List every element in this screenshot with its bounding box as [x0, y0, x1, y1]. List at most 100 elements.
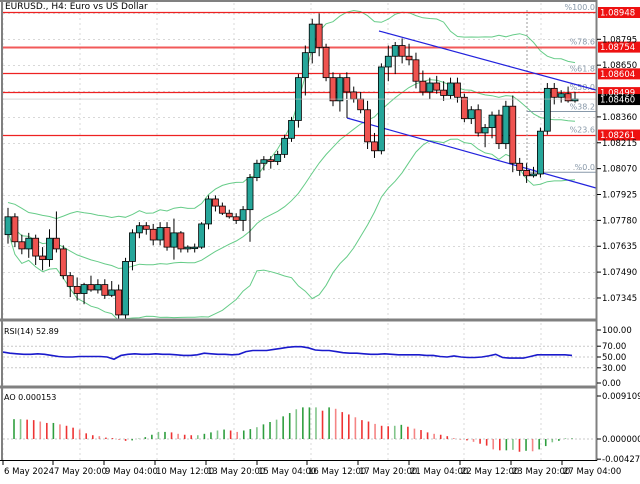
rsi-line [2, 345, 573, 361]
candle [557, 93, 565, 98]
candle [288, 120, 295, 139]
candle [115, 289, 123, 316]
time-label: 17 May 20:00 [359, 467, 417, 477]
candle [301, 52, 309, 79]
rsi-pane[interactable] [0, 318, 601, 384]
fibo-label: %78.6 [570, 38, 595, 47]
candle [212, 198, 219, 207]
candle [191, 246, 199, 250]
candle [205, 198, 212, 225]
candle [281, 137, 288, 155]
price-tag-label: 1.08604 [600, 70, 635, 80]
candle [32, 237, 40, 257]
candle [481, 127, 489, 134]
candle [94, 284, 102, 291]
time-label: 23 May 20:00 [512, 467, 570, 477]
price-tag-label: 1.08499 [600, 89, 635, 99]
candle [274, 153, 282, 162]
candle [550, 87, 558, 98]
candle [198, 223, 206, 248]
chart-title: EURUSD., H4: Euro vs US Dollar [5, 2, 148, 12]
candle [108, 289, 116, 296]
price-axis [0, 0, 640, 461]
candle [232, 216, 240, 221]
candle [267, 159, 275, 162]
candle [66, 275, 74, 287]
price-tick-label: 1.07345 [602, 294, 637, 304]
bb-lower-line [7, 138, 576, 322]
candle [371, 141, 378, 152]
candle [564, 93, 572, 102]
candle [163, 227, 171, 248]
candle [25, 237, 33, 250]
candle [364, 109, 371, 143]
ao-pane[interactable] [0, 385, 601, 460]
candle [18, 241, 26, 250]
candle [495, 114, 503, 145]
candle [336, 77, 344, 102]
price-tick-label: 1.07780 [602, 216, 637, 226]
candle [101, 284, 109, 296]
rsi-label: RSI(14) 52.89 [4, 327, 59, 336]
price-tag [598, 87, 640, 99]
candle [80, 284, 88, 294]
candle [474, 109, 482, 134]
channel-upper-line[interactable] [378, 30, 597, 91]
rsi-tick-label: 30.00 [602, 364, 626, 374]
candle [509, 105, 517, 164]
channel-lower-line[interactable] [346, 117, 597, 189]
candle [350, 91, 358, 100]
price-tick-label: 1.08650 [602, 61, 637, 71]
price-channel[interactable] [346, 30, 597, 189]
candle [530, 173, 537, 177]
candle [426, 82, 434, 93]
time-label: 13 May 20:00 [207, 467, 265, 477]
candle [460, 96, 468, 120]
time-label: 7 May 20:00 [54, 467, 107, 477]
ao-tick-label: -0.004270 [602, 455, 640, 465]
candle [315, 23, 323, 48]
rsi-tick-label: 100.00 [602, 326, 632, 336]
time-label: 21 May 04:00 [410, 467, 468, 477]
candle [218, 205, 226, 214]
price-tag-label: 1.08948 [600, 9, 635, 19]
time-label: 15 May 04:00 [258, 467, 316, 477]
candle [73, 285, 81, 294]
ao-tick-label: 0.000000 [602, 435, 640, 445]
candle [156, 227, 164, 241]
candle [391, 45, 399, 57]
candle [322, 46, 330, 79]
bb-middle-line [7, 79, 576, 269]
candle [225, 212, 233, 218]
candle [253, 162, 261, 178]
time-label: 16 May 12:00 [308, 467, 366, 477]
candle [357, 98, 365, 111]
candle [129, 232, 136, 262]
time-label: 9 May 04:00 [105, 467, 158, 477]
candle [308, 23, 316, 54]
candle [412, 59, 420, 82]
price-tag [598, 68, 640, 80]
candle [135, 225, 143, 234]
candle [59, 248, 67, 277]
candle [398, 45, 406, 57]
candle [260, 159, 268, 164]
candle [329, 77, 337, 102]
candle [405, 55, 413, 61]
candle [543, 87, 551, 132]
candle [467, 109, 475, 120]
rsi-tick-label: 0.00 [602, 379, 621, 389]
price-tick-label: 1.08215 [602, 139, 637, 149]
price-tick-label: 1.07925 [602, 191, 637, 201]
price-tick-label: 1.07635 [602, 242, 637, 252]
price-tick-label: 1.08360 [602, 113, 637, 123]
price-tick-label: 1.07490 [602, 268, 637, 278]
fibo-label: %100.0 [564, 3, 595, 12]
candle [447, 82, 454, 96]
fibo-label: %50.0 [570, 83, 595, 92]
candle [39, 255, 46, 261]
candle [343, 77, 351, 93]
time-axis [0, 460, 597, 465]
